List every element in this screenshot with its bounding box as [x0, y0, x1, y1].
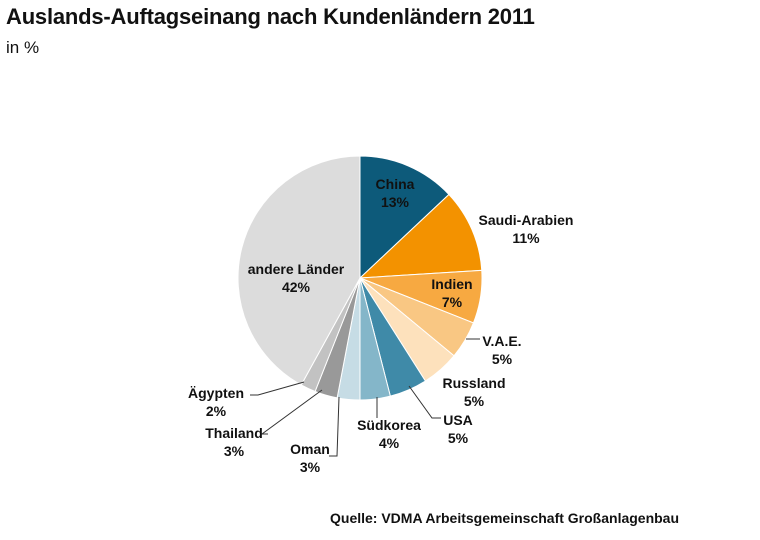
slice-value-label: 42%: [282, 279, 311, 295]
slice-value-label: 5%: [464, 393, 485, 409]
slice-label: Saudi-Arabien: [479, 212, 574, 228]
slice-value-label: 7%: [442, 294, 463, 310]
pie-slice-andere-länder: [237, 155, 361, 386]
slice-label: V.A.E.: [482, 333, 521, 349]
leader-line: [329, 396, 340, 457]
slice-value-label: 3%: [300, 459, 321, 475]
chart-source: Quelle: VDMA Arbeitsgemeinschaft Großanl…: [330, 510, 680, 526]
slice-label: Ägypten: [188, 385, 244, 401]
slice-label: Oman: [290, 441, 330, 457]
slice-label: Indien: [431, 276, 472, 292]
leader-line: [408, 385, 441, 419]
pie-slice-china: [359, 155, 450, 280]
slice-label: China: [376, 176, 415, 192]
leader-line: [250, 381, 305, 396]
slice-value-label: 11%: [512, 230, 540, 246]
slice-value-label: 5%: [448, 430, 469, 446]
slice-value-label: 4%: [379, 435, 400, 451]
slice-value-label: 13%: [381, 194, 410, 210]
chart-title: Auslands-Auftagseinang nach Kundenländer…: [6, 4, 535, 29]
slice-label: USA: [443, 412, 473, 428]
slice-value-label: 2%: [206, 403, 227, 419]
slice-value-label: 3%: [224, 443, 245, 459]
slice-label: andere Länder: [248, 261, 345, 277]
slice-label: Thailand: [205, 425, 263, 441]
leader-line: [260, 389, 323, 435]
slice-value-label: 5%: [492, 351, 513, 367]
chart-subtitle: in %: [6, 38, 40, 57]
pie-slice-saudi-arabien: [358, 193, 483, 279]
slice-label: Südkorea: [357, 417, 421, 433]
slice-label: Russland: [442, 375, 505, 391]
